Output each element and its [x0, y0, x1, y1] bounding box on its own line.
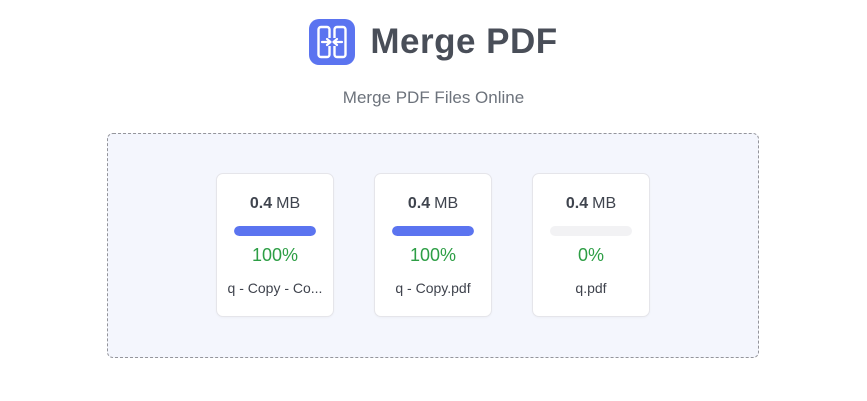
file-size: 0.4 MB [566, 195, 616, 213]
merge-arrows-glyph [317, 25, 348, 59]
page-subtitle: Merge PDF Files Online [342, 88, 525, 107]
filename-label: q - Copy - Co... [227, 279, 323, 296]
percent-label: 100% [251, 244, 299, 265]
progress-bar [234, 225, 316, 236]
file-size: 0.4 MB [408, 195, 458, 213]
file-card: 0.4 MB 100% q - Copy.pdf [374, 173, 492, 317]
file-size-unit: MB [592, 194, 617, 212]
merge-pdf-icon [309, 19, 356, 65]
file-card-list: 0.4 MB 100% q - Copy - Co... 0.4 MB 100% q… [108, 173, 758, 317]
file-size-unit: MB [276, 194, 301, 212]
file-size-value: 0.4 [565, 194, 589, 212]
file-size-unit: MB [434, 194, 459, 212]
file-size: 0.4 MB [250, 195, 300, 213]
percent-label: 100% [409, 244, 457, 265]
progress-fill [392, 225, 474, 236]
filename-label: q - Copy.pdf [395, 279, 471, 296]
file-card: 0.4 MB 0% q.pdf [532, 173, 650, 317]
upload-dropzone[interactable]: 0.4 MB 100% q - Copy - Co... 0.4 MB 100% q… [107, 133, 759, 358]
page-title: Merge PDF [370, 22, 558, 61]
page-header: Merge PDF [0, 19, 867, 65]
file-card: 0.4 MB 100% q - Copy - Co... [216, 173, 334, 317]
progress-bar [550, 225, 632, 236]
filename-label: q.pdf [575, 279, 607, 296]
file-size-value: 0.4 [407, 194, 431, 212]
percent-label: 0% [577, 244, 604, 265]
file-size-value: 0.4 [249, 194, 273, 212]
progress-bar [392, 225, 474, 236]
progress-fill [234, 225, 316, 236]
